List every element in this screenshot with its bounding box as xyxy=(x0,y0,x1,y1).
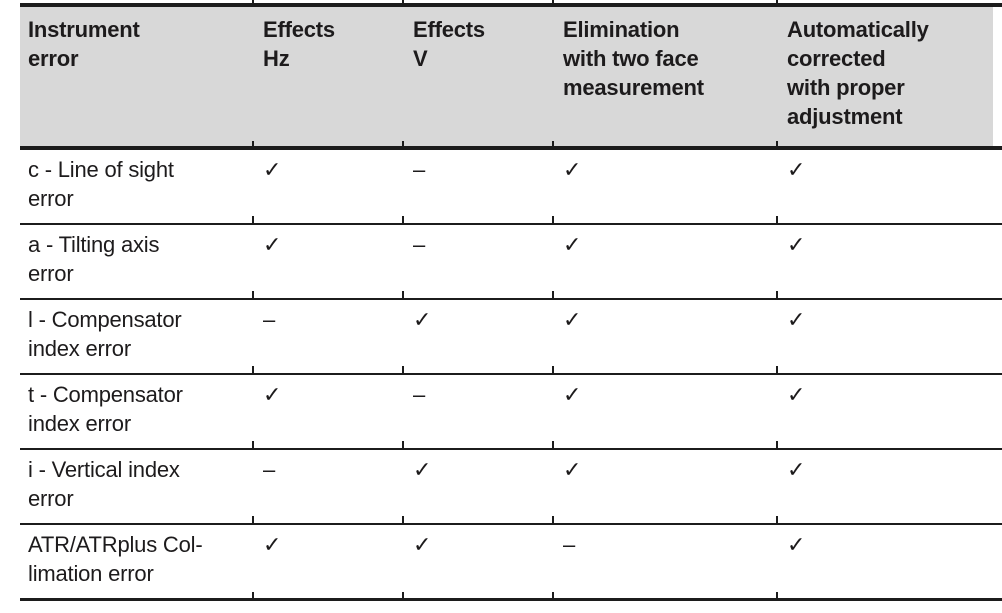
check-mark-icon: ✓ xyxy=(787,532,806,557)
column-boundary-tick xyxy=(252,366,254,375)
column-boundary-tick xyxy=(402,592,404,601)
column-boundary-tick xyxy=(252,141,254,150)
column-boundary-tick xyxy=(552,366,554,375)
column-boundary-tick xyxy=(776,291,778,300)
column-boundary-tick xyxy=(552,516,554,525)
column-boundary-tick xyxy=(776,0,778,7)
dash-mark: – xyxy=(263,457,276,482)
table-row: c - Line of sight error ✓ – ✓ ✓ xyxy=(20,150,1002,223)
column-boundary-tick xyxy=(552,592,554,601)
check-mark-icon: ✓ xyxy=(563,157,582,182)
check-mark-icon: ✓ xyxy=(263,232,282,257)
row-separator-rule xyxy=(20,516,1002,525)
row-label: l - Compensator index error xyxy=(28,307,182,361)
column-boundary-tick xyxy=(776,141,778,150)
column-boundary-tick xyxy=(252,291,254,300)
check-mark-icon: ✓ xyxy=(413,457,432,482)
check-mark-icon: ✓ xyxy=(787,232,806,257)
check-mark-icon: ✓ xyxy=(413,532,432,557)
column-header-effects-v: Effects V xyxy=(413,17,485,71)
dash-mark: – xyxy=(413,157,426,182)
check-mark-icon: ✓ xyxy=(563,232,582,257)
column-boundary-tick xyxy=(402,366,404,375)
row-label: a - Tilting axis error xyxy=(28,232,160,286)
column-boundary-tick xyxy=(252,216,254,225)
column-boundary-tick xyxy=(552,441,554,450)
check-mark-icon: ✓ xyxy=(563,382,582,407)
check-mark-icon: ✓ xyxy=(413,307,432,332)
header-bottom-rule xyxy=(20,141,1002,150)
check-mark-icon: ✓ xyxy=(787,157,806,182)
column-boundary-tick xyxy=(402,141,404,150)
column-boundary-tick xyxy=(252,592,254,601)
column-boundary-tick xyxy=(552,0,554,7)
table-bottom-rule xyxy=(20,592,1002,601)
dash-mark: – xyxy=(563,532,576,557)
column-boundary-tick xyxy=(402,291,404,300)
column-boundary-tick xyxy=(552,291,554,300)
check-mark-icon: ✓ xyxy=(787,307,806,332)
check-mark-icon: ✓ xyxy=(263,382,282,407)
row-label: t - Compensator index error xyxy=(28,382,183,436)
dash-mark: – xyxy=(263,307,276,332)
column-boundary-tick xyxy=(552,141,554,150)
instrument-error-table: Instrument error Effects Hz Effects V El… xyxy=(20,0,1002,601)
row-separator-rule xyxy=(20,216,1002,225)
column-boundary-tick xyxy=(402,441,404,450)
table-header-row: Instrument error Effects Hz Effects V El… xyxy=(20,7,1002,146)
check-mark-icon: ✓ xyxy=(563,307,582,332)
column-boundary-tick xyxy=(402,516,404,525)
table-row: ATR/ATRplus Col- limation error ✓ ✓ – ✓ xyxy=(20,525,1002,598)
check-mark-icon: ✓ xyxy=(787,382,806,407)
row-label: i - Vertical index error xyxy=(28,457,180,511)
column-header-auto-corrected: Automatically corrected with proper adju… xyxy=(787,17,929,129)
check-mark-icon: ✓ xyxy=(263,157,282,182)
table-row: i - Vertical index error – ✓ ✓ ✓ xyxy=(20,450,1002,523)
row-separator-rule xyxy=(20,291,1002,300)
column-header-instrument-error: Instrument error xyxy=(28,17,140,71)
column-boundary-tick xyxy=(776,366,778,375)
column-boundary-tick xyxy=(252,0,254,7)
column-boundary-tick xyxy=(252,441,254,450)
table-row: a - Tilting axis error ✓ – ✓ ✓ xyxy=(20,225,1002,298)
check-mark-icon: ✓ xyxy=(563,457,582,482)
column-boundary-tick xyxy=(252,516,254,525)
column-boundary-tick xyxy=(776,216,778,225)
row-label: ATR/ATRplus Col- limation error xyxy=(28,532,203,586)
column-header-effects-hz: Effects Hz xyxy=(263,17,335,71)
dash-mark: – xyxy=(413,382,426,407)
dash-mark: – xyxy=(413,232,426,257)
table-body: c - Line of sight error ✓ – ✓ ✓ a - Tilting a… xyxy=(20,150,1002,601)
row-separator-rule xyxy=(20,366,1002,375)
check-mark-icon: ✓ xyxy=(263,532,282,557)
check-mark-icon: ✓ xyxy=(787,457,806,482)
column-boundary-tick xyxy=(776,516,778,525)
column-boundary-tick xyxy=(402,216,404,225)
column-boundary-tick xyxy=(552,216,554,225)
table-top-rule xyxy=(20,0,1002,7)
column-boundary-tick xyxy=(776,441,778,450)
column-boundary-tick xyxy=(776,592,778,601)
table-row: t - Compensator index error ✓ – ✓ ✓ xyxy=(20,375,1002,448)
column-boundary-tick xyxy=(402,0,404,7)
column-header-elimination-two-face: Elimination with two face measurement xyxy=(563,17,704,100)
row-label: c - Line of sight error xyxy=(28,157,174,211)
row-separator-rule xyxy=(20,441,1002,450)
table-row: l - Compensator index error – ✓ ✓ ✓ xyxy=(20,300,1002,373)
